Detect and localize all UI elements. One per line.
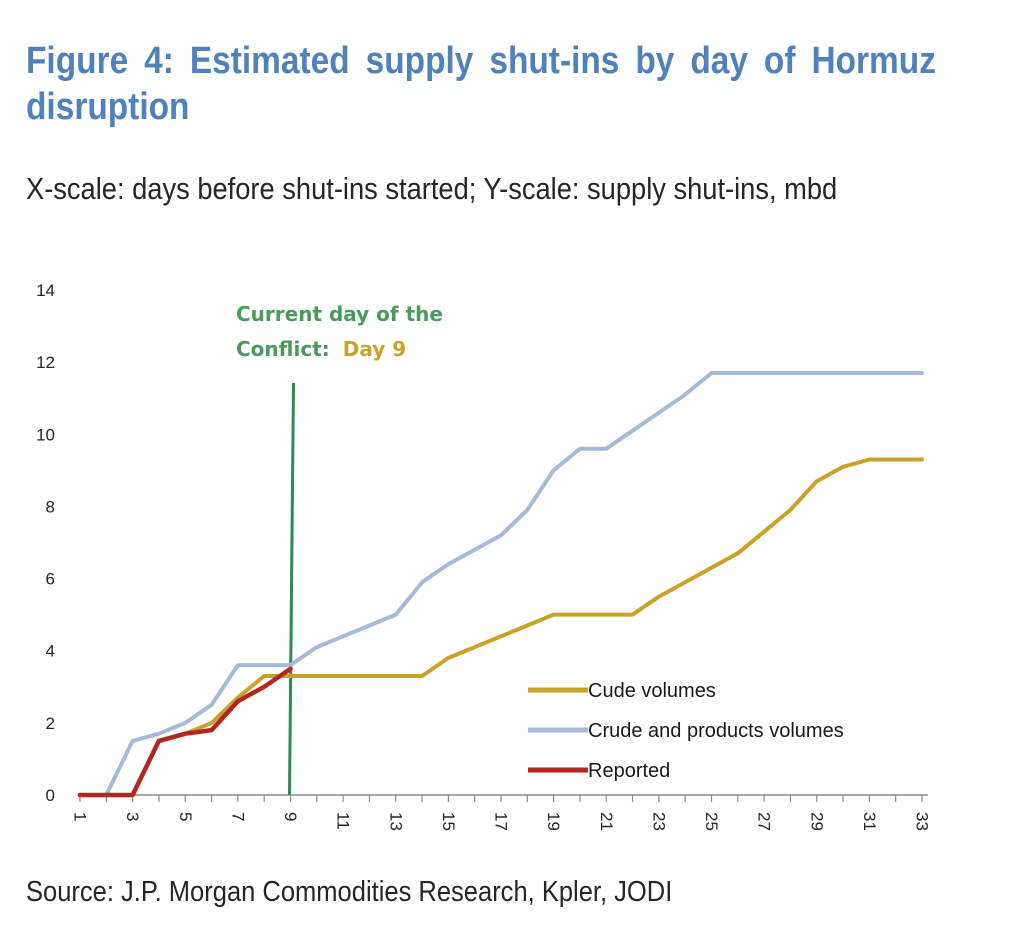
legend-label: Crude and products volumes xyxy=(588,720,844,742)
x-tick-label: 31 xyxy=(860,812,879,831)
annotation-highlight: Day 9 xyxy=(343,337,406,361)
x-tick-label: 9 xyxy=(281,812,300,821)
x-tick-label: 21 xyxy=(597,812,616,831)
y-axis: 0 2 4 6 8 10 12 14 xyxy=(36,281,55,805)
source-note: Source: J.P. Morgan Commodities Research… xyxy=(26,876,673,908)
annotation-line-1: Current day of the xyxy=(236,302,443,326)
y-tick-label: 10 xyxy=(36,425,55,444)
annotation-line-2: Conflict: Day 9 xyxy=(236,337,406,361)
x-axis: 1 3 5 7 9 11 13 15 17 19 21 23 25 27 29 31 33 xyxy=(71,794,932,831)
series-lines xyxy=(77,371,924,798)
x-tick-label: 7 xyxy=(228,812,247,821)
chart-title: Figure 4: Estimated supply shut-ins by d… xyxy=(26,40,936,128)
annotation-prefix: Conflict: xyxy=(236,337,330,361)
legend-label: Cude volumes xyxy=(588,680,716,702)
current-day-annotation: Current day of the Conflict: Day 9 xyxy=(236,302,443,361)
y-tick-label: 14 xyxy=(36,281,55,300)
legend: Cude volumes Crude and products volumes Re… xyxy=(528,680,844,782)
y-tick-label: 12 xyxy=(36,353,55,372)
x-tick-label: 11 xyxy=(334,812,353,830)
legend-label: Reported xyxy=(588,760,670,782)
series-line-crude xyxy=(78,457,924,797)
current-day-line xyxy=(288,382,295,796)
x-tick-label: 5 xyxy=(176,812,195,821)
y-tick-label: 0 xyxy=(46,786,55,805)
x-tick-label: 23 xyxy=(649,812,668,831)
x-tick-label: 33 xyxy=(913,812,932,831)
series-line-crude-products xyxy=(78,371,924,797)
chart-subtitle: X-scale: days before shut-ins started; Y… xyxy=(26,171,838,206)
x-tick-label: 17 xyxy=(492,812,511,831)
series-line-reported xyxy=(77,666,293,798)
y-tick-label: 4 xyxy=(46,642,55,661)
x-tick-label: 15 xyxy=(439,812,458,831)
y-tick-label: 2 xyxy=(46,714,55,733)
x-tick-label: 1 xyxy=(71,812,90,821)
y-tick-label: 6 xyxy=(46,570,55,589)
x-tick-label: 19 xyxy=(544,812,563,831)
x-tick-label: 3 xyxy=(123,812,142,821)
x-tick-label: 13 xyxy=(386,812,405,831)
x-tick-label: 29 xyxy=(807,812,826,831)
x-tick-label: 27 xyxy=(755,812,774,831)
y-tick-label: 8 xyxy=(46,497,55,516)
x-tick-label: 25 xyxy=(702,812,721,831)
